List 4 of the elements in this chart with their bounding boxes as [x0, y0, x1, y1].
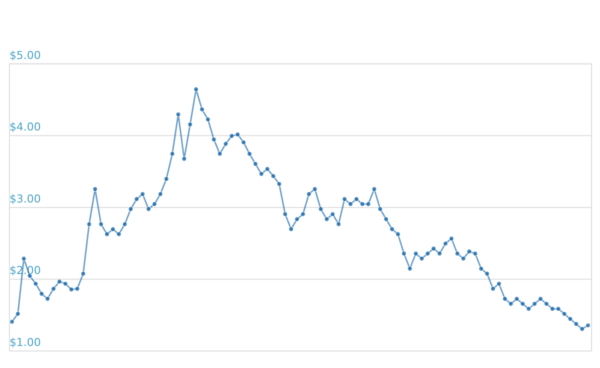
y-tick-label: $4.00 — [9, 120, 41, 134]
y-tick-label: $3.00 — [9, 192, 41, 206]
y-tick-label: $1.00 — [9, 336, 41, 349]
y-tick-label: $5.00 — [9, 48, 41, 62]
